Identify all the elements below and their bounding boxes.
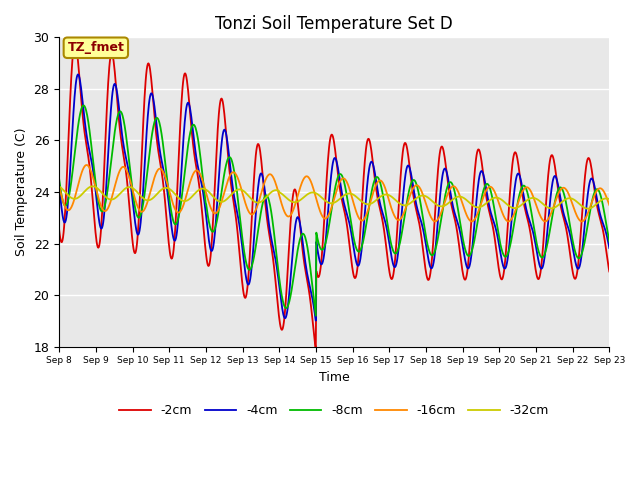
-2cm [298, 242, 306, 248]
-8cm [485, 184, 493, 190]
-2cm [495, 268, 503, 274]
Line: -16cm: -16cm [59, 165, 609, 221]
-16cm [278, 203, 286, 208]
-4cm [495, 242, 503, 248]
Legend: -2cm, -4cm, -8cm, -16cm, -32cm: -2cm, -4cm, -8cm, -16cm, -32cm [115, 399, 554, 422]
Title: Tonzi Soil Temperature Set D: Tonzi Soil Temperature Set D [215, 15, 453, 33]
-4cm [312, 318, 319, 324]
-4cm [605, 245, 613, 251]
-2cm [112, 81, 120, 87]
-16cm [578, 218, 586, 224]
-4cm [434, 216, 442, 222]
-32cm [434, 203, 442, 208]
-8cm [55, 176, 63, 182]
-2cm [278, 327, 286, 333]
-4cm [74, 72, 82, 77]
Line: -8cm: -8cm [59, 106, 609, 316]
-2cm [55, 227, 63, 233]
-32cm [89, 183, 97, 189]
-16cm [434, 217, 442, 223]
-8cm [298, 231, 306, 237]
-8cm [112, 122, 120, 128]
Line: -4cm: -4cm [59, 74, 609, 321]
-8cm [495, 235, 503, 241]
-2cm [434, 167, 442, 172]
-16cm [112, 180, 120, 185]
-8cm [278, 295, 286, 301]
-2cm [312, 347, 319, 353]
Y-axis label: Soil Temperature (C): Soil Temperature (C) [15, 128, 28, 256]
-4cm [485, 203, 493, 209]
-8cm [312, 313, 319, 319]
-8cm [434, 235, 442, 240]
-8cm [605, 239, 613, 244]
-32cm [278, 191, 286, 197]
-2cm [71, 40, 79, 46]
-16cm [83, 162, 90, 168]
-32cm [605, 196, 613, 202]
-8cm [79, 103, 87, 108]
-32cm [495, 195, 502, 201]
-32cm [485, 198, 493, 204]
-32cm [584, 206, 591, 212]
-16cm [485, 184, 493, 190]
-16cm [55, 184, 63, 190]
Line: -2cm: -2cm [59, 43, 609, 350]
-2cm [485, 209, 493, 215]
-16cm [298, 180, 306, 185]
-2cm [605, 269, 613, 275]
Text: TZ_fmet: TZ_fmet [67, 41, 124, 54]
-16cm [495, 199, 502, 205]
-16cm [605, 202, 613, 208]
-4cm [278, 305, 286, 311]
-32cm [298, 196, 306, 202]
-32cm [112, 195, 120, 201]
X-axis label: Time: Time [319, 371, 349, 384]
-4cm [298, 234, 306, 240]
-4cm [55, 183, 63, 189]
-4cm [112, 83, 120, 89]
Line: -32cm: -32cm [59, 186, 609, 209]
-32cm [55, 183, 63, 189]
